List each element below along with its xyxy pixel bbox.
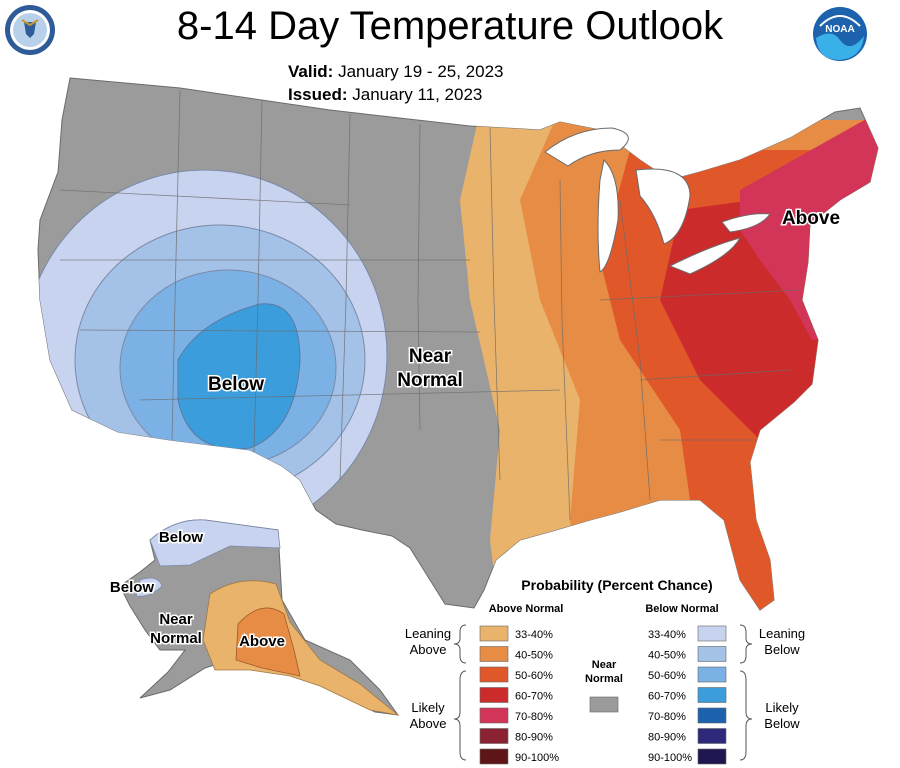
legend-below-swatch <box>697 728 727 744</box>
commerce-seal-icon <box>5 5 55 55</box>
legend-below-label: 60-70% <box>648 691 686 703</box>
label-near-conus: Near <box>409 346 452 367</box>
label-above-conus: Above <box>782 208 840 229</box>
label-normal-ak: Normal <box>150 630 202 647</box>
legend-above-label: 40-50% <box>515 650 553 662</box>
label-below-ak-west: Below <box>110 579 155 596</box>
legend-above-header: Above Normal <box>489 603 564 615</box>
legend-near-1: Near <box>592 659 617 671</box>
legend-below-label: 90-100% <box>648 752 692 764</box>
legend-above-label: 70-80% <box>515 711 553 723</box>
label-near-ak: Near <box>159 611 193 628</box>
legend-above-swatch <box>479 748 509 765</box>
legend-leaning-above-2: Above <box>410 642 447 657</box>
legend: Probability (Percent Chance) Above Norma… <box>405 577 805 765</box>
lake-michigan <box>597 158 619 273</box>
legend-above-swatch <box>479 687 509 703</box>
alaska-below-north <box>149 519 281 567</box>
legend-below-swatch <box>697 748 727 765</box>
issued-line: Issued: January 11, 2023 <box>288 85 482 105</box>
map-labels: Below Near Normal Above Below Below Near… <box>108 207 841 652</box>
lake-huron <box>635 168 691 245</box>
legend-below-swatch <box>697 625 727 642</box>
legend-below-label: 80-90% <box>648 732 686 744</box>
legend-above-swatch <box>479 646 509 662</box>
legend-likely-above-2: Above <box>410 716 447 731</box>
valid-label: Valid: <box>288 62 334 81</box>
issued-label: Issued: <box>288 85 348 104</box>
legend-below-swatch <box>697 646 727 662</box>
legend-below-swatch <box>697 666 727 683</box>
page-title: 8-14 Day Temperature Outlook <box>176 4 724 48</box>
label-normal-conus: Normal <box>397 370 462 391</box>
legend-near-swatch <box>589 696 619 713</box>
legend-likely-below-2: Below <box>764 716 800 731</box>
legend-above-swatch <box>479 666 509 683</box>
issued-value: January 11, 2023 <box>352 85 483 104</box>
noaa-logo-icon: NOAA <box>813 7 867 61</box>
legend-above-label: 60-70% <box>515 691 553 703</box>
legend-below-label: 50-60% <box>648 670 686 682</box>
legend-below-label: 33-40% <box>648 629 686 641</box>
legend-above-label: 33-40% <box>515 629 553 641</box>
lake-erie <box>668 237 742 275</box>
legend-likely-below-1: Likely <box>765 700 799 715</box>
lake-superior <box>544 127 629 167</box>
below-60-70-region <box>177 303 301 450</box>
legend-leaning-below-2: Below <box>764 642 800 657</box>
label-below-ak-north: Below <box>159 529 204 546</box>
legend-above-label: 90-100% <box>515 752 559 764</box>
alaska-above-inner <box>235 607 301 677</box>
label-below-conus: Below <box>208 374 264 395</box>
legend-above-swatch <box>479 625 509 642</box>
legend-leaning-above-1: Leaning <box>405 626 451 641</box>
legend-above-list: 33-40% 40-50% 50-60% 60-70% 70-80% 80-90% 90-1… <box>479 625 559 765</box>
legend-below-swatch <box>697 707 727 724</box>
legend-below-swatch <box>697 687 727 703</box>
legend-above-swatch <box>479 728 509 744</box>
legend-title: Probability (Percent Chance) <box>521 577 712 593</box>
legend-leaning-below-1: Leaning <box>759 626 805 641</box>
legend-braces <box>453 624 753 761</box>
legend-likely-above-1: Likely <box>411 700 445 715</box>
label-above-ak: Above <box>239 633 285 650</box>
legend-below-label: 40-50% <box>648 650 686 662</box>
valid-value: January 19 - 25, 2023 <box>338 62 504 81</box>
legend-below-header: Below Normal <box>645 603 718 615</box>
legend-near-2: Normal <box>585 673 623 685</box>
legend-above-label: 50-60% <box>515 670 553 682</box>
legend-below-list: 33-40% 40-50% 50-60% 60-70% 70-80% 80-90% 90-1… <box>648 625 727 765</box>
legend-above-swatch <box>479 707 509 724</box>
alaska-above-outer <box>202 580 400 716</box>
legend-above-label: 80-90% <box>515 732 553 744</box>
alaska-below-west <box>135 577 163 597</box>
noaa-logo-text: NOAA <box>825 24 854 35</box>
legend-below-label: 70-80% <box>648 711 686 723</box>
lake-ontario <box>721 213 771 233</box>
state-borders <box>59 89 801 521</box>
valid-line: Valid: January 19 - 25, 2023 <box>288 62 504 82</box>
